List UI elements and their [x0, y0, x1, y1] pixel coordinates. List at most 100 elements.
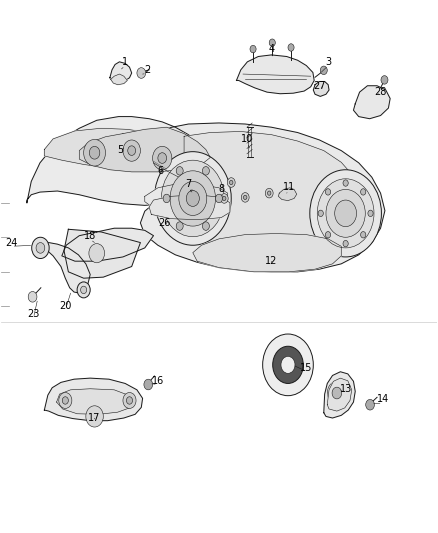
Circle shape: [368, 210, 373, 216]
Circle shape: [241, 192, 249, 202]
Circle shape: [360, 189, 366, 195]
Circle shape: [154, 152, 231, 245]
Circle shape: [59, 392, 72, 408]
Text: 4: 4: [268, 44, 275, 53]
Circle shape: [84, 140, 106, 166]
Text: 6: 6: [157, 166, 163, 176]
Polygon shape: [324, 372, 355, 418]
Circle shape: [268, 191, 271, 195]
Polygon shape: [353, 86, 390, 119]
Circle shape: [366, 399, 374, 410]
Text: 2: 2: [144, 65, 150, 75]
Polygon shape: [111, 74, 127, 85]
Circle shape: [62, 397, 68, 404]
Circle shape: [86, 406, 103, 427]
Text: 15: 15: [300, 362, 312, 373]
Circle shape: [332, 387, 342, 399]
Circle shape: [244, 195, 247, 199]
Text: 12: 12: [265, 256, 278, 266]
Circle shape: [273, 346, 303, 383]
Circle shape: [123, 392, 136, 408]
Circle shape: [288, 44, 294, 51]
Circle shape: [327, 381, 346, 405]
Text: 24: 24: [5, 238, 18, 247]
Circle shape: [230, 180, 233, 184]
Polygon shape: [279, 188, 297, 200]
Circle shape: [128, 146, 136, 156]
Polygon shape: [110, 62, 132, 82]
Circle shape: [176, 222, 183, 230]
Circle shape: [381, 76, 388, 84]
Text: 26: 26: [158, 218, 171, 228]
Circle shape: [265, 188, 273, 198]
Circle shape: [77, 282, 90, 298]
Circle shape: [202, 167, 209, 175]
Circle shape: [202, 222, 209, 230]
Circle shape: [89, 244, 105, 263]
Text: 7: 7: [185, 179, 191, 189]
Text: 16: 16: [152, 376, 164, 386]
Circle shape: [179, 181, 207, 215]
Text: 10: 10: [241, 134, 254, 144]
Polygon shape: [141, 123, 385, 272]
Circle shape: [158, 153, 166, 164]
Circle shape: [335, 200, 357, 227]
Circle shape: [36, 243, 45, 253]
Circle shape: [326, 189, 365, 237]
Circle shape: [318, 210, 323, 216]
Circle shape: [360, 231, 366, 238]
Polygon shape: [64, 229, 141, 278]
Text: 8: 8: [218, 184, 224, 195]
Circle shape: [325, 189, 331, 195]
Circle shape: [320, 66, 327, 75]
Circle shape: [310, 169, 381, 257]
Polygon shape: [193, 233, 341, 272]
Circle shape: [281, 357, 295, 373]
Circle shape: [325, 231, 331, 238]
Text: 27: 27: [313, 81, 326, 91]
Circle shape: [220, 193, 228, 203]
Circle shape: [170, 171, 215, 226]
Text: 11: 11: [283, 182, 295, 192]
Circle shape: [227, 177, 235, 187]
Circle shape: [343, 240, 348, 247]
Polygon shape: [149, 195, 230, 220]
Polygon shape: [79, 127, 210, 172]
Circle shape: [317, 179, 374, 248]
Text: 28: 28: [374, 87, 387, 97]
Polygon shape: [327, 378, 352, 411]
Polygon shape: [162, 132, 359, 246]
Circle shape: [137, 68, 146, 78]
Polygon shape: [62, 228, 153, 261]
Circle shape: [89, 147, 100, 159]
Circle shape: [186, 190, 199, 206]
Text: 5: 5: [118, 144, 124, 155]
Text: 1: 1: [122, 57, 128, 67]
Circle shape: [81, 286, 87, 294]
Polygon shape: [145, 184, 228, 212]
Circle shape: [28, 292, 37, 302]
Polygon shape: [313, 82, 329, 96]
Circle shape: [163, 194, 170, 203]
Text: 17: 17: [88, 413, 101, 423]
Polygon shape: [237, 55, 314, 94]
Text: 3: 3: [325, 57, 331, 67]
Polygon shape: [27, 117, 219, 205]
Circle shape: [161, 160, 224, 237]
Polygon shape: [44, 378, 143, 421]
Polygon shape: [36, 243, 90, 293]
Circle shape: [152, 147, 172, 169]
Circle shape: [127, 397, 133, 404]
Circle shape: [144, 379, 152, 390]
Circle shape: [123, 140, 141, 161]
Circle shape: [263, 334, 313, 395]
Circle shape: [176, 167, 183, 175]
Circle shape: [343, 180, 348, 186]
Circle shape: [32, 237, 49, 259]
Text: 13: 13: [339, 384, 352, 394]
Circle shape: [223, 196, 226, 200]
Text: 23: 23: [27, 309, 39, 319]
Circle shape: [190, 190, 194, 194]
Circle shape: [188, 187, 196, 197]
Circle shape: [269, 39, 276, 46]
